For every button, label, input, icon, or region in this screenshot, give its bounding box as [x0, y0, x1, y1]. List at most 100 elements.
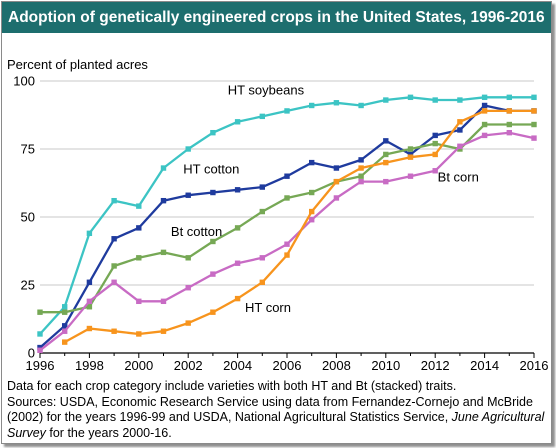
ht-soybeans-point [383, 97, 389, 103]
ht-cotton-point [309, 159, 315, 166]
ht-soybeans-line [39, 96, 534, 335]
ht-soybeans-point [432, 97, 438, 103]
bt-cotton-point [210, 238, 216, 245]
footnote-note: Data for each crop category include vari… [7, 379, 457, 393]
ht-soybeans-point [284, 108, 290, 114]
ht-cotton-point [111, 236, 117, 242]
ht-corn-point [160, 328, 167, 334]
ht-corn-point [358, 165, 364, 171]
ht-cotton-point [136, 225, 142, 231]
bt-corn-point [210, 271, 216, 277]
ht-cotton-point [284, 173, 290, 179]
ht-cotton-label: HT cotton [183, 161, 239, 176]
sources-suffix: for the years 2000-16. [45, 425, 172, 440]
ht-corn-point [383, 159, 389, 166]
ht-soybeans-point [111, 197, 117, 204]
ht-corn-point [136, 331, 142, 337]
ht-cotton-point [185, 192, 191, 198]
bt-corn-point [111, 279, 117, 285]
sources-text: Sources: USDA, Economic Research Service… [7, 394, 533, 425]
x-tick-label: 2008 [322, 358, 351, 372]
ht-soybeans-point [37, 331, 43, 337]
bt-cotton-point [457, 146, 463, 152]
bt-cotton-point [481, 121, 488, 128]
bt-cotton-point [259, 208, 265, 215]
ht-soybeans-point [481, 94, 488, 101]
x-tick-label: 2010 [371, 358, 400, 372]
bt-cotton-point [432, 140, 438, 147]
ht-cotton-point [481, 102, 488, 109]
bt-cotton-point [407, 146, 414, 152]
x-tick-label: 2000 [124, 358, 153, 372]
line-chart: Percent of planted acres 0 25 50 75 100 1996 19… [7, 57, 549, 372]
ht-soybeans-point [457, 97, 463, 103]
ht-corn-point [457, 119, 463, 125]
bt-cotton-point [136, 255, 142, 261]
bt-corn-point [284, 241, 290, 247]
bt-corn-point [37, 347, 43, 353]
bt-corn-point [481, 132, 488, 139]
bt-corn-point [506, 129, 512, 136]
ht-soybeans-point [136, 203, 142, 209]
bt-corn-point [160, 298, 167, 305]
gridlines [40, 80, 534, 286]
x-tick-label: 2004 [223, 358, 252, 372]
ht-soybeans-point [210, 129, 216, 136]
y-tick-label: 25 [21, 278, 35, 293]
bt-cotton-point [160, 249, 167, 256]
chart-title: Adoption of genetically engineered crops… [2, 2, 551, 33]
bt-cotton-label: Bt cotton [171, 224, 222, 239]
survey-name: June Agricultural Survey [7, 410, 545, 440]
ht-cotton-point [259, 184, 265, 190]
ht-cotton-point [86, 279, 93, 285]
ht-corn-point [62, 339, 68, 345]
bt-cotton-point [383, 151, 389, 158]
ht-soybeans-point [259, 113, 265, 120]
ht-cotton-point [160, 197, 167, 204]
bt-cotton-point [111, 263, 117, 269]
x-tick-label: 2002 [174, 358, 203, 372]
x-tick-label: 1998 [75, 358, 104, 372]
y-tick-label: 100 [13, 74, 35, 89]
ht-cotton-point [358, 157, 364, 163]
bt-cotton-point [309, 189, 315, 196]
ht-soybeans-point [62, 304, 68, 310]
bt-corn-point [358, 178, 364, 185]
bt-corn-point [62, 328, 68, 334]
y-axis-label: Percent of planted acres [7, 57, 148, 72]
bt-corn-point [407, 173, 414, 179]
ht-cotton-point [37, 344, 43, 351]
ht-corn-point [210, 309, 216, 315]
bt-corn-point [432, 168, 438, 174]
ht-corn-label: HT corn [245, 300, 291, 315]
bt-cotton-point [37, 309, 43, 315]
bt-corn-point [383, 178, 389, 185]
ht-cotton-point [407, 151, 414, 158]
bt-cotton-point [62, 309, 68, 315]
y-tick-label: 75 [21, 142, 35, 157]
footnote: Data for each crop category include vari… [7, 379, 547, 441]
bt-cotton-point [284, 195, 290, 201]
ht-corn-point [531, 108, 537, 114]
bt-corn-point [136, 298, 142, 305]
ht-soybeans-point [407, 94, 414, 101]
ht-corn-point [185, 320, 191, 326]
x-tick-label: 2016 [520, 358, 549, 372]
ht-soybeans-point [160, 165, 167, 171]
ht-corn-point [284, 252, 290, 258]
ht-cotton-point [333, 165, 340, 171]
ht-cotton-point [234, 187, 241, 193]
bt-cotton-point [234, 225, 241, 231]
ht-cotton-point [210, 189, 216, 196]
ht-corn-point [309, 208, 315, 215]
ht-soybeans-point [531, 94, 537, 101]
footnote-sources: Sources: USDA, Economic Research Service… [7, 395, 547, 442]
bt-corn-point [457, 143, 463, 149]
chart-frame: Adoption of genetically engineered crops… [1, 1, 552, 444]
ht-soybeans-point [333, 100, 340, 106]
bt-corn-point [333, 195, 340, 201]
ht-soybeans-label: HT soybeans [228, 83, 305, 98]
ht-corn-point [481, 108, 488, 114]
series-group [37, 94, 537, 353]
bt-cotton-point [86, 304, 93, 310]
